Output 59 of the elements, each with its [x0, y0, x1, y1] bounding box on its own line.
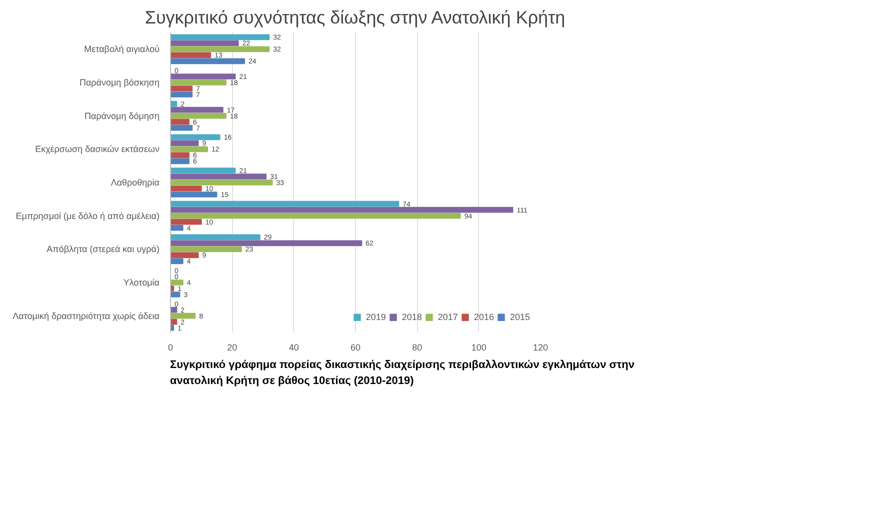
bar: [170, 134, 220, 140]
x-tick-label: 120: [532, 342, 548, 352]
bar: [170, 52, 212, 58]
legend-label: 2015: [510, 312, 530, 322]
bar: [170, 106, 224, 113]
x-tick-label: 80: [412, 342, 422, 352]
bar: [170, 206, 514, 213]
y-tick-label: Υλοτομία: [123, 278, 160, 288]
y-tick-label: Μεταβολή αιγιαλού: [84, 44, 160, 54]
bar: [170, 218, 202, 225]
bar: [170, 86, 193, 92]
legend-label: 2016: [474, 312, 494, 322]
y-tick-label: Λαθροθηρία: [110, 178, 160, 188]
bar: [170, 140, 199, 146]
bar: [170, 212, 461, 219]
bar: [170, 74, 236, 80]
x-tick-label: 40: [288, 342, 299, 352]
y-tick-label: Εκχέρσωση δασικών εκτάσεων: [35, 144, 160, 154]
bar: [170, 252, 199, 258]
bar: [170, 312, 196, 319]
bar: [170, 200, 400, 207]
y-tick-label: Εμπρησμοί (με δόλο ή από αμέλεια): [16, 210, 160, 221]
bar: [170, 168, 236, 174]
bar: [170, 240, 362, 246]
x-tick-label: 100: [471, 342, 486, 352]
bar: [170, 92, 193, 98]
bar: [170, 80, 226, 86]
x-tick-label: 60: [350, 342, 361, 352]
bar: [170, 58, 245, 64]
y-tick-label: Λατομική δραστηριότητα χωρίς άδεια: [12, 310, 160, 321]
bar: [170, 112, 226, 119]
bar: [170, 186, 202, 192]
bar: [170, 146, 208, 152]
bar: [170, 192, 218, 198]
legend-label: 2017: [438, 312, 458, 322]
bar: [170, 174, 267, 180]
bar: [170, 118, 190, 125]
legend-label: 2019: [366, 312, 386, 322]
bar: [170, 246, 242, 252]
x-tick-label: 0: [168, 342, 174, 352]
y-tick-label: Απόβλητα (στερεά και υγρά): [46, 244, 160, 254]
bar: [170, 46, 270, 52]
bar: [170, 34, 270, 40]
bar: [170, 234, 260, 240]
bar: [170, 292, 180, 298]
chart-title: Συγκριτικό συχνότητας δίωξης στην Ανατολική Κρήτη: [144, 8, 566, 28]
x-tick-label: 20: [227, 342, 238, 352]
y-tick-label: Παράνομη δόμηση: [84, 110, 160, 121]
text: Συγκριτικό γράφημα πορείας δικαστικής διαχείρισης περιβαλλοντικών εγκλημάτων στην ανατολική Κρήτη σε βάθος 10ετίας (2010-2019): [170, 358, 636, 389]
bar: [170, 158, 190, 164]
bar: [170, 152, 190, 158]
legend-label: 2018: [402, 312, 422, 322]
bar: [170, 180, 273, 186]
bar: [170, 124, 193, 131]
bar: [170, 224, 184, 231]
y-tick-label: Παράνομη βόσκηση: [79, 78, 160, 88]
bar: [170, 40, 239, 46]
bar: [170, 258, 184, 264]
bar: [170, 280, 184, 286]
